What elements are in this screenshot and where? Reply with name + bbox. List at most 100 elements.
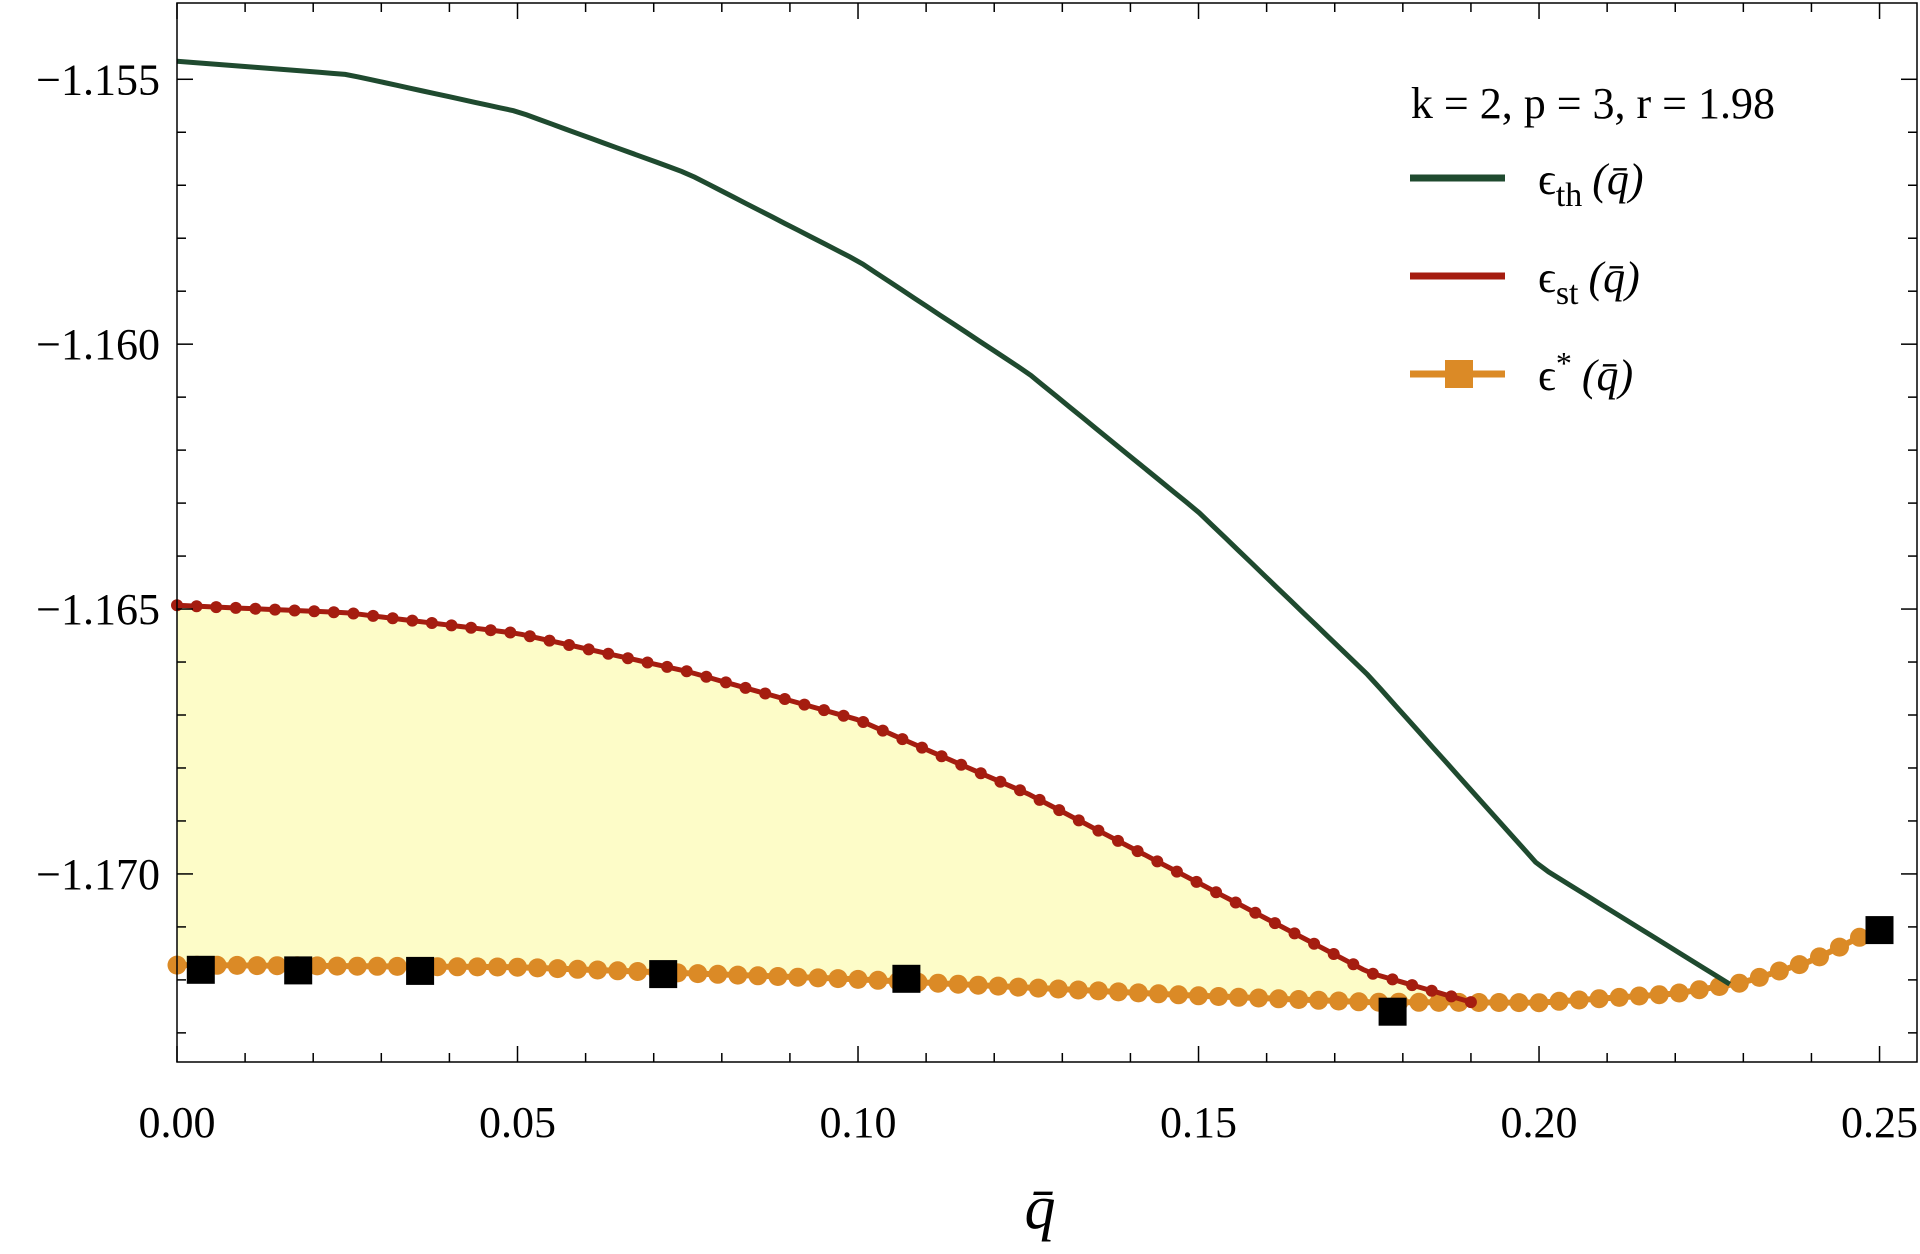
series-star-point bbox=[708, 964, 728, 984]
series-star-point bbox=[1689, 980, 1709, 1000]
series-st-point bbox=[523, 630, 536, 643]
series-star-point bbox=[1529, 993, 1549, 1013]
series-st-point bbox=[661, 660, 674, 673]
series-st-point bbox=[563, 639, 576, 651]
series-st-point bbox=[1425, 984, 1438, 997]
series-st-point bbox=[700, 670, 713, 683]
series-st-point bbox=[1210, 886, 1223, 899]
series-st-point bbox=[1464, 996, 1477, 1009]
series-st-point bbox=[1288, 927, 1301, 940]
series-st-point bbox=[582, 643, 595, 656]
series-st-point bbox=[1112, 834, 1124, 847]
series-star-point bbox=[568, 959, 588, 979]
series-star-point bbox=[1749, 967, 1769, 987]
series-st-point bbox=[621, 652, 634, 665]
series-st-point bbox=[1131, 845, 1144, 858]
x-tick-label: 0.25 bbox=[1841, 1098, 1918, 1147]
series-st-point bbox=[1053, 804, 1066, 817]
series-star-point bbox=[808, 968, 828, 988]
series-star-point bbox=[367, 956, 387, 976]
series-star-point bbox=[1509, 993, 1529, 1013]
series-st-point bbox=[386, 612, 399, 625]
square-marker bbox=[892, 964, 921, 993]
series-st-point bbox=[288, 604, 301, 617]
series-st-point bbox=[269, 603, 281, 616]
series-star-point bbox=[347, 956, 367, 976]
series-star-point bbox=[1028, 978, 1048, 998]
series-star-point bbox=[327, 956, 347, 976]
series-st-point bbox=[1014, 784, 1026, 797]
shaded-region bbox=[177, 605, 1471, 1003]
series-st-point bbox=[641, 656, 654, 669]
series-star-point bbox=[1008, 977, 1028, 997]
series-star-point bbox=[1789, 955, 1809, 975]
series-st-point bbox=[327, 606, 340, 619]
y-tick-label: −1.165 bbox=[36, 585, 160, 634]
series-star-point bbox=[1609, 987, 1629, 1007]
series-st-point bbox=[504, 626, 517, 639]
series-star-point bbox=[1409, 992, 1429, 1012]
series-st-point bbox=[1072, 814, 1085, 827]
series-star-point bbox=[868, 970, 888, 990]
series-star-point bbox=[1149, 984, 1168, 1004]
series-star-point bbox=[1649, 985, 1669, 1005]
series-st-point bbox=[406, 614, 419, 627]
series-star-point bbox=[928, 973, 948, 993]
series-st-point bbox=[759, 687, 772, 700]
series-star-point bbox=[1349, 992, 1369, 1012]
series-star-point bbox=[1189, 986, 1208, 1006]
series-st-point bbox=[190, 600, 203, 613]
series-st-point bbox=[739, 681, 752, 694]
series-st-point bbox=[210, 601, 223, 614]
series-st-point bbox=[1268, 917, 1281, 930]
x-tick-label: 0.15 bbox=[1160, 1098, 1237, 1147]
series-star-point bbox=[467, 957, 487, 977]
legend-entry-st: ϵst (q̄) bbox=[1410, 253, 1640, 312]
legend-entries: ϵth (q̄) ϵst (q̄) ϵ* (q̄) bbox=[1410, 155, 1644, 400]
series-st-point bbox=[955, 758, 968, 771]
x-tick-label: 0.05 bbox=[479, 1098, 556, 1147]
series-star-point bbox=[1769, 961, 1789, 981]
series-st-point bbox=[680, 665, 693, 678]
series-star-point bbox=[1830, 937, 1849, 957]
series-star-point bbox=[828, 969, 848, 989]
series-layer bbox=[167, 58, 1894, 1026]
series-st-point bbox=[935, 750, 948, 763]
series-star-point bbox=[528, 958, 547, 978]
series-st-point bbox=[1033, 793, 1046, 806]
series-st-point bbox=[1327, 948, 1340, 960]
series-star-point bbox=[1549, 991, 1569, 1011]
series-star-point bbox=[688, 964, 708, 984]
square-marker bbox=[1378, 997, 1407, 1026]
series-st-point bbox=[857, 716, 870, 728]
plot-frame bbox=[176, 2, 1918, 1063]
series-star-point bbox=[387, 956, 407, 976]
series-st-point bbox=[484, 624, 497, 637]
series-star-point bbox=[1329, 991, 1349, 1011]
series-st-point bbox=[974, 767, 987, 780]
square-marker bbox=[186, 955, 215, 984]
series-star-point bbox=[1629, 986, 1649, 1006]
series-star-point bbox=[1729, 973, 1749, 993]
series-st-point bbox=[602, 647, 615, 660]
series-st-point bbox=[367, 609, 380, 622]
series-st-point bbox=[994, 775, 1007, 788]
series-st-point bbox=[1406, 979, 1419, 992]
series-star-point bbox=[628, 962, 648, 981]
series-star-point bbox=[488, 957, 507, 977]
series-st-point bbox=[445, 619, 458, 632]
series-star-point bbox=[1429, 992, 1449, 1012]
series-star-point bbox=[1669, 983, 1689, 1003]
y-tick-label: −1.155 bbox=[36, 55, 160, 104]
square-marker bbox=[284, 956, 313, 985]
series-st-point bbox=[425, 617, 438, 629]
series-st-point bbox=[1366, 967, 1379, 980]
y-tick-label: −1.160 bbox=[36, 320, 160, 369]
series-star-point bbox=[1309, 990, 1329, 1010]
series-star-point bbox=[247, 956, 267, 976]
series-star-point bbox=[1209, 987, 1229, 1006]
series-st-point bbox=[1445, 990, 1458, 1003]
plot-border bbox=[176, 2, 1918, 1063]
series-star-point bbox=[1169, 985, 1188, 1005]
shaded-region-layer bbox=[177, 605, 1471, 1003]
